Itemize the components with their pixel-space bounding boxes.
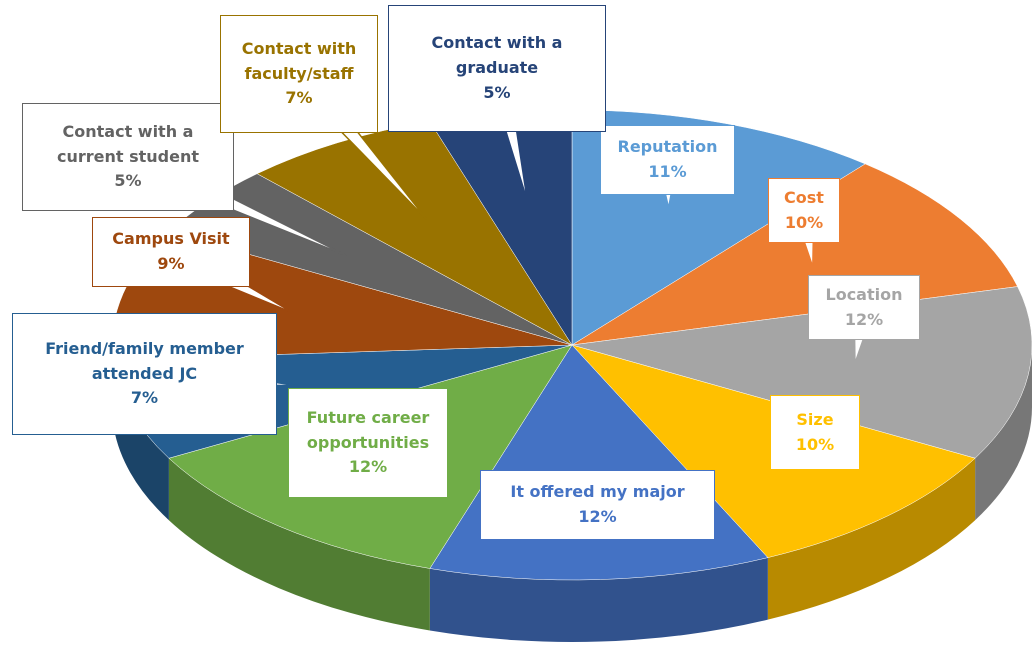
value-label: 5% [483, 82, 511, 102]
slice-side [975, 345, 1032, 521]
value-label: 9% [157, 254, 185, 273]
data-label: Contact with a graduate 5% [388, 5, 606, 132]
data-label: Location 12% [808, 275, 920, 340]
slice-side [112, 359, 169, 521]
data-label: Campus Visit 9% [92, 217, 250, 287]
category-label: Friend/family member attended JC [45, 338, 244, 383]
category-label: Size [796, 409, 834, 429]
value-label: 10% [795, 434, 835, 454]
slice-side [168, 458, 430, 631]
value-label: 11% [648, 162, 687, 181]
pie-sides [112, 345, 1032, 642]
category-label: Contact with a current student [56, 121, 200, 166]
category-label: It offered my major [510, 482, 685, 502]
value-label: 5% [114, 171, 142, 191]
value-label: 7% [130, 388, 159, 408]
category-label: Future career opportunities [306, 407, 430, 452]
data-label: It offered my major 12% [480, 470, 715, 540]
category-label: Reputation [617, 137, 718, 157]
category-label: Location [825, 284, 903, 304]
category-label: Cost [784, 187, 824, 207]
category-label: Campus Visit [112, 229, 230, 249]
slice-side [429, 557, 768, 642]
value-label: 7% [285, 88, 313, 108]
value-label: 12% [844, 309, 884, 329]
slice-side [767, 458, 976, 620]
category-label: Contact with a graduate [431, 33, 563, 78]
data-label: Future career opportunities 12% [288, 388, 448, 498]
category-label: Contact with faculty/staff [241, 38, 357, 83]
data-label: Contact with faculty/staff 7% [220, 15, 378, 133]
data-label: Reputation 11% [600, 125, 735, 195]
data-label: Size 10% [770, 395, 860, 470]
data-label: Cost 10% [768, 178, 840, 243]
value-label: 12% [348, 457, 388, 477]
data-label: Friend/family member attended JC 7% [12, 313, 277, 435]
value-label: 12% [578, 507, 617, 526]
value-label: 10% [784, 212, 824, 232]
data-label: Contact with a current student 5% [22, 103, 234, 211]
